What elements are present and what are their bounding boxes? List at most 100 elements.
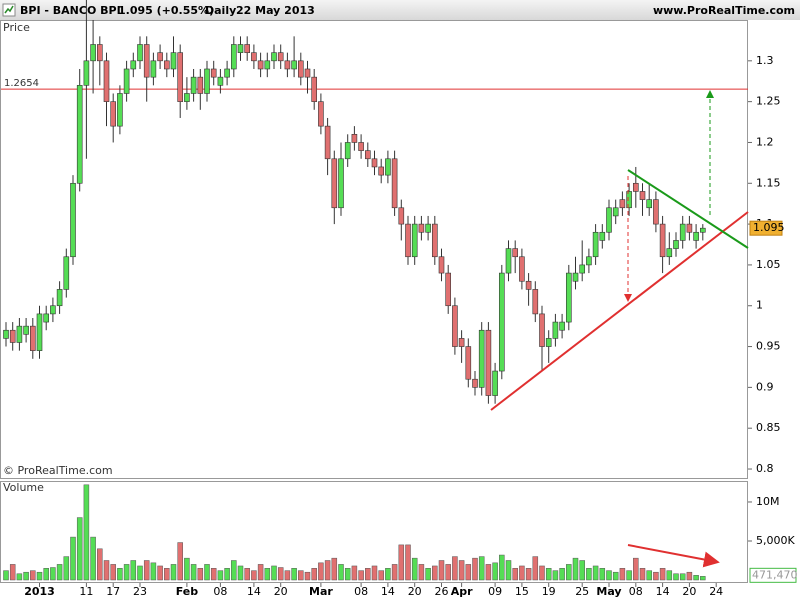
volume-bar (83, 484, 90, 581)
subtitle: 1.095 (+0.55%) (118, 4, 214, 17)
volume-bar (411, 557, 418, 581)
candle-body (371, 158, 378, 168)
x-tick-label: Mar (309, 585, 333, 598)
x-tick-label: 20 (682, 585, 696, 598)
volume-bar (23, 571, 29, 581)
candle-body (686, 223, 693, 233)
x-tick-label: 19 (542, 585, 556, 598)
volume-bar (365, 568, 371, 581)
volume-bar (485, 564, 492, 581)
candle-body (331, 158, 338, 209)
candle-body (29, 325, 36, 351)
volume-bar (97, 548, 103, 581)
candle-body (210, 68, 217, 78)
volume-bar (63, 556, 70, 581)
y-tick-label: 10M (756, 495, 780, 508)
candle-body (63, 256, 70, 290)
x-tick-label: 24 (709, 585, 723, 598)
volume-bar (579, 560, 585, 581)
candle-body (586, 256, 592, 266)
volume-bar (224, 568, 230, 581)
volume-bar (472, 557, 478, 581)
candle-body (56, 289, 63, 307)
candle-body (659, 223, 666, 258)
last-volume-label: 471,470 (752, 568, 798, 581)
candle-body (318, 101, 324, 127)
volume-bar (452, 556, 458, 581)
volume-bar (505, 560, 512, 581)
candle-body (673, 240, 679, 249)
y-tick-label: 0.85 (756, 421, 781, 434)
candle-body (545, 338, 552, 347)
y-tick-label: 5,000K (756, 534, 795, 547)
candle-body (693, 231, 699, 241)
volume-bar (90, 536, 96, 581)
volume-bar (164, 568, 170, 581)
candle-body (237, 44, 244, 53)
x-tick-label: 20 (274, 585, 288, 598)
candle-body (572, 272, 579, 282)
volume-bar (559, 568, 565, 581)
x-tick-label: 15 (515, 585, 529, 598)
x-tick-label: 09 (488, 585, 502, 598)
volume-bar (385, 568, 391, 581)
candle-body (177, 52, 183, 102)
candle-body (184, 93, 190, 102)
volume-bar (177, 542, 183, 581)
volume-bar (666, 570, 673, 581)
volume-bar (157, 565, 163, 581)
candle-body (351, 133, 358, 143)
candle-body (512, 248, 519, 258)
volume-bar (50, 567, 56, 581)
candle-body (438, 256, 445, 274)
candle-body (532, 289, 539, 315)
candle-body (83, 60, 90, 86)
last-price-label: 1.095 (753, 221, 785, 234)
volume-bar (231, 560, 237, 581)
volume-bar (646, 570, 652, 581)
candle-body (3, 329, 9, 339)
volume-bar (539, 565, 545, 581)
volume-bar (499, 554, 505, 581)
volume-bar (492, 562, 498, 581)
volume-bar (304, 571, 311, 581)
volume-bar (204, 564, 210, 581)
volume-bar (170, 564, 177, 581)
candle-body (626, 191, 632, 209)
candle-body (76, 85, 83, 184)
candle-body (485, 329, 492, 396)
volume-bar (586, 568, 592, 581)
candle-body (271, 52, 277, 62)
candle-body (358, 142, 364, 151)
volume-bar (673, 573, 679, 581)
candle-body (224, 68, 230, 78)
candle-body (472, 378, 478, 388)
volume-bar (257, 564, 264, 581)
candle-body (431, 223, 438, 258)
candle-body (90, 44, 96, 62)
volume-bar (371, 565, 378, 581)
x-tick-label: Apr (451, 585, 473, 598)
volume-bar (378, 570, 384, 581)
volume-bar (137, 565, 143, 581)
volume-bar (30, 570, 36, 581)
candle-body (599, 231, 606, 241)
volume-bar (552, 570, 559, 581)
candle-body (150, 60, 157, 78)
x-tick-label: 26 (435, 585, 449, 598)
candle-body (606, 207, 612, 233)
volume-bar (519, 565, 525, 581)
candle-body (619, 199, 626, 209)
candle-body (304, 68, 311, 78)
volume-bar (606, 570, 612, 581)
volume-bar (438, 560, 445, 581)
volume-bar (43, 568, 49, 581)
candle-body (170, 52, 177, 70)
candle-body (699, 227, 706, 233)
volume-bar (700, 576, 706, 581)
volume-bar (599, 568, 606, 581)
volume-bar (190, 564, 197, 581)
volume-bar (458, 560, 465, 581)
